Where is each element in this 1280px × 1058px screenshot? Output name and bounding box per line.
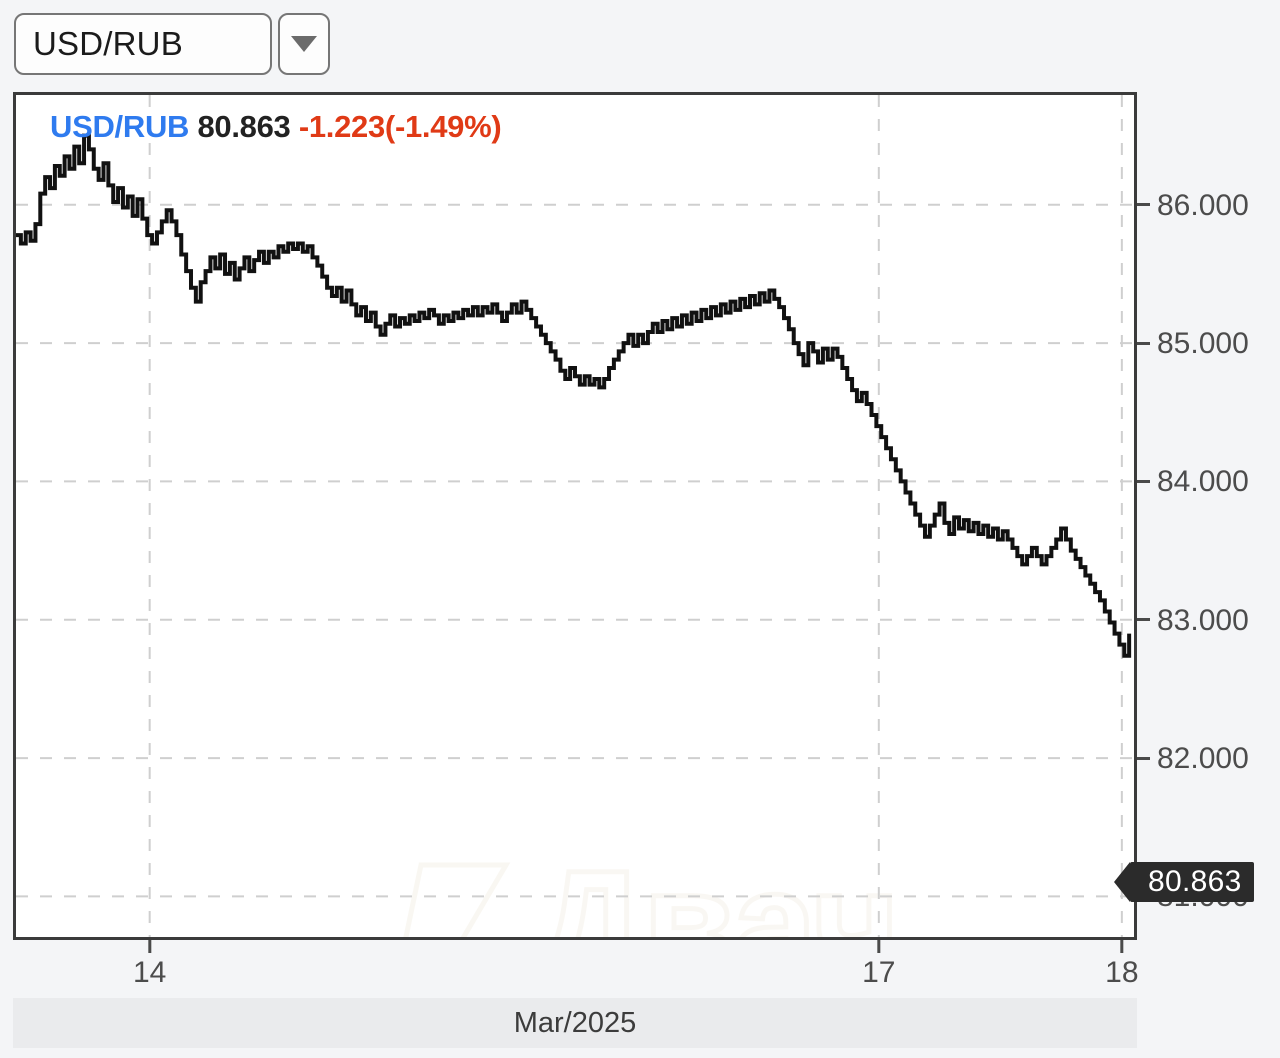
y-tick-mark <box>1137 341 1150 345</box>
y-tick-mark <box>1137 479 1150 483</box>
x-tick-mark <box>877 940 881 953</box>
symbol-select-value: USD/RUB <box>33 25 183 62</box>
y-tick-label: 83.000 <box>1157 603 1249 637</box>
y-tick-mark <box>1137 203 1150 207</box>
x-tick-label: 17 <box>862 956 896 989</box>
period-label: Mar/2025 <box>513 1006 637 1039</box>
x-tick-label: 14 <box>132 956 167 989</box>
x-tick-label: 18 <box>1105 956 1139 989</box>
grid-lines <box>16 95 1134 937</box>
x-axis-tick: 18 <box>1105 940 1139 989</box>
y-tick-label: 86.000 <box>1157 188 1249 222</box>
x-tick-mark <box>148 940 152 953</box>
period-footer: Mar/2025 <box>13 998 1137 1048</box>
legend-change: -1.223(-1.49%) <box>298 109 502 144</box>
y-tick-label: 84.000 <box>1157 465 1249 499</box>
price-line <box>16 133 1132 658</box>
y-tick-mark <box>1137 618 1150 622</box>
price-chart[interactable]: Двач t.me/dvachannel USD/RUB 80.863 -1.2… <box>13 92 1137 940</box>
legend-symbol: USD/RUB <box>50 109 190 144</box>
symbol-dropdown-button[interactable] <box>278 13 330 75</box>
x-axis-tick: 14 <box>133 940 166 988</box>
y-tick-label: 82.000 <box>1157 742 1249 776</box>
y-tick-mark <box>1137 756 1150 760</box>
chevron-down-icon <box>291 36 317 52</box>
x-axis: 14 17 18 <box>13 940 1139 996</box>
symbol-select[interactable]: USD/RUB <box>14 13 272 75</box>
last-price-badge: 80.863 <box>1114 862 1254 902</box>
symbol-selector-bar: USD/RUB <box>0 0 1280 88</box>
legend-last-price: 80.863 <box>197 109 291 144</box>
x-tick-mark <box>1120 940 1124 953</box>
chart-legend: USD/RUB 80.863 -1.223(-1.49%) <box>50 109 502 145</box>
x-axis-tick: 17 <box>862 940 895 988</box>
plot-area <box>16 95 1134 937</box>
y-tick-label: 85.000 <box>1157 327 1249 361</box>
